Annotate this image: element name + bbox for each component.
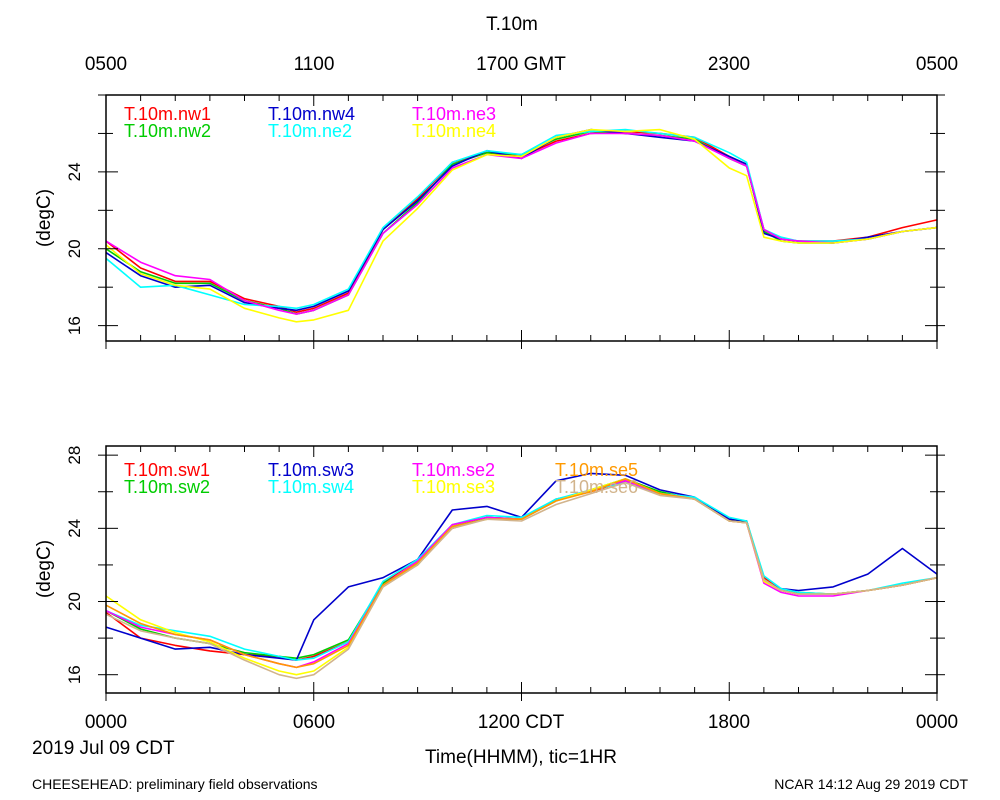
bottom-axis-tick-label: 1800	[708, 712, 750, 733]
panel-north-ylabel: (degC)	[34, 189, 55, 247]
date-label: 2019 Jul 09 CDT	[32, 738, 175, 759]
legend-entry-t-10m-sw4: T.10m.sw4	[268, 477, 354, 497]
legend-entry-t-10m-nw1: T.10m.nw1	[124, 104, 211, 124]
panel-south-ticks: 16 20 24 28	[65, 446, 945, 701]
legend-entry-t-10m-sw2: T.10m.sw2	[124, 477, 210, 497]
y-tick-label: 28	[65, 446, 84, 465]
legend-entry-t-10m-nw2: T.10m.nw2	[124, 121, 211, 141]
footer-right: NCAR 14:12 Aug 29 2019 CDT	[774, 776, 968, 792]
y-tick-label: 24	[65, 519, 84, 538]
series-line-t-10m-sw2	[105, 478, 938, 660]
legend-entry-t-10m-se5: T.10m.se5	[555, 460, 638, 480]
legend-entry-t-10m-sw3: T.10m.sw3	[268, 460, 354, 480]
bottom-axis-tick-label: 0600	[293, 712, 335, 733]
series-line-t-10m-ne3	[105, 132, 938, 315]
bottom-axis-tick-label: 0000	[916, 712, 958, 733]
series-line-t-10m-se3	[105, 478, 938, 676]
series-line-t-10m-sw3	[105, 472, 938, 661]
series-line-t-10m-ne4	[105, 128, 938, 323]
top-axis-tick-label: 2300	[708, 54, 750, 75]
series-line-t-10m-se6	[105, 481, 938, 680]
panel-north-ticks: 16 20 24	[65, 94, 945, 349]
legend-entry-t-10m-ne2: T.10m.ne2	[268, 121, 352, 141]
y-tick-label: 20	[65, 239, 84, 258]
y-tick-label: 16	[65, 316, 84, 335]
bottom-axis-tick-label: 1200 CDT	[478, 712, 565, 733]
panel-south-frame	[105, 445, 938, 694]
legend-entry-t-10m-se3: T.10m.se3	[412, 477, 495, 497]
legend-entry-t-10m-se2: T.10m.se2	[412, 460, 495, 480]
figure-title: T.10m	[486, 14, 538, 35]
bottom-axis-tick-label: 0000	[85, 712, 127, 733]
top-axis-tick-label: 0500	[916, 54, 958, 75]
x-axis-label: Time(HHMM), tic=1HR	[425, 747, 617, 768]
footer-left: CHEESEHEAD: preliminary field observatio…	[32, 776, 318, 792]
legend-entry-t-10m-se6: T.10m.se6	[555, 477, 638, 497]
top-axis-tick-label: 1700 GMT	[476, 54, 566, 75]
legend-entry-t-10m-ne3: T.10m.ne3	[412, 104, 496, 124]
panel-north-frame	[105, 94, 938, 342]
panel-north-series	[105, 128, 938, 323]
series-line-t-10m-sw1	[105, 479, 938, 661]
panel-south-series	[105, 472, 938, 680]
series-line-t-10m-sw4	[105, 481, 938, 661]
top-axis-tick-label: 1100	[294, 54, 335, 75]
legend-entry-t-10m-ne4: T.10m.ne4	[412, 121, 496, 141]
top-axis-tick-label: 0500	[85, 54, 127, 75]
y-tick-label: 24	[65, 162, 84, 181]
y-tick-label: 20	[65, 592, 84, 611]
legend-entry-t-10m-sw1: T.10m.sw1	[124, 460, 210, 480]
series-line-t-10m-se5	[105, 478, 938, 669]
series-line-t-10m-se2	[105, 479, 938, 669]
y-tick-label: 16	[65, 665, 84, 684]
legend-entry-t-10m-nw4: T.10m.nw4	[268, 104, 355, 124]
panel-south-ylabel: (degC)	[34, 540, 55, 598]
